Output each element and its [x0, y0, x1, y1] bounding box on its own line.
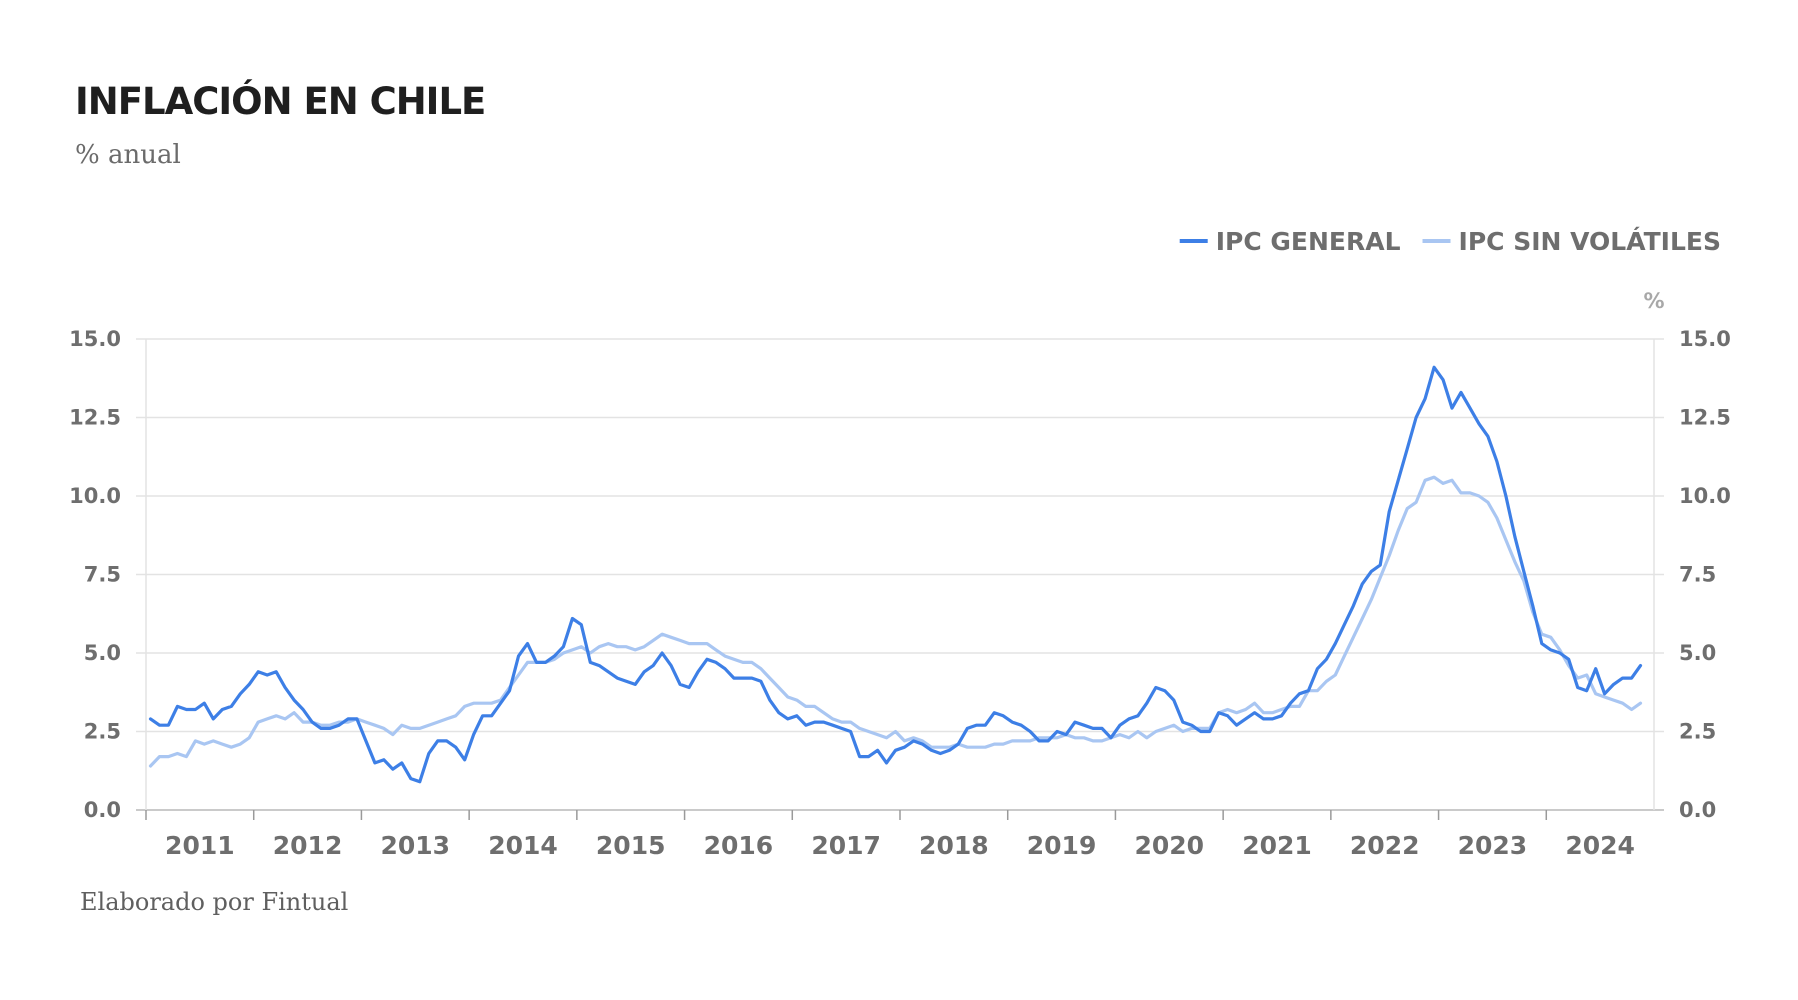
series-line-1 [148, 365, 1643, 784]
legend-label: IPC SIN VOLÁTILES [1459, 227, 1721, 256]
y-tick-label-left: 12.5 [69, 406, 121, 430]
x-tick-label: 2013 [380, 831, 450, 860]
x-tick-label: 2011 [165, 831, 235, 860]
x-tick-label: 2018 [919, 831, 989, 860]
x-tick-label: 2016 [704, 831, 774, 860]
credit-note: Elaborado por Fintual [80, 888, 349, 916]
chart-title: INFLACIÓN EN CHILE [75, 80, 486, 123]
y-tick-label-right: 10.0 [1679, 484, 1731, 508]
series-lines [148, 365, 1643, 784]
y-tick-label-right: 0.0 [1679, 798, 1716, 822]
x-tick-label: 2021 [1242, 831, 1312, 860]
x-tick-label: 2022 [1350, 831, 1420, 860]
x-tick-label: 2019 [1027, 831, 1097, 860]
x-tick-label: 2014 [488, 831, 558, 860]
legend: IPC SIN VOLÁTILES IPC GENERAL [1179, 227, 1721, 256]
legend-label: IPC GENERAL [1216, 227, 1401, 256]
chart-subtitle: % anual [75, 140, 181, 170]
x-tick-label: 2012 [273, 831, 343, 860]
gridlines [136, 338, 1664, 811]
y-tick-label-left: 10.0 [69, 484, 121, 508]
y-unit-label: % [1643, 289, 1664, 313]
x-tick-label: 2020 [1134, 831, 1204, 860]
x-tick-label: 2015 [596, 831, 666, 860]
y-tick-label-left: 2.5 [84, 720, 121, 744]
x-tick-label: 2023 [1458, 831, 1528, 860]
y-tick-label-right: 12.5 [1679, 406, 1731, 430]
y-tick-label-right: 15.0 [1679, 327, 1731, 351]
x-tick-label: 2017 [811, 831, 881, 860]
series-line-2 [148, 475, 1643, 768]
x-tick-label: 2024 [1565, 831, 1635, 860]
y-tick-label-left: 7.5 [84, 563, 121, 587]
y-tick-label-left: 5.0 [84, 641, 121, 665]
y-tick-label-left: 0.0 [84, 798, 121, 822]
y-tick-label-left: 15.0 [69, 327, 121, 351]
y-tick-label-right: 7.5 [1679, 563, 1716, 587]
axes: 0.0 0.0 2.5 2.5 5.0 5.0 7.5 7.5 10.0 10.0 12.5 12.5… [69, 327, 1731, 860]
y-tick-label-right: 5.0 [1679, 641, 1716, 665]
y-tick-label-right: 2.5 [1679, 720, 1716, 744]
